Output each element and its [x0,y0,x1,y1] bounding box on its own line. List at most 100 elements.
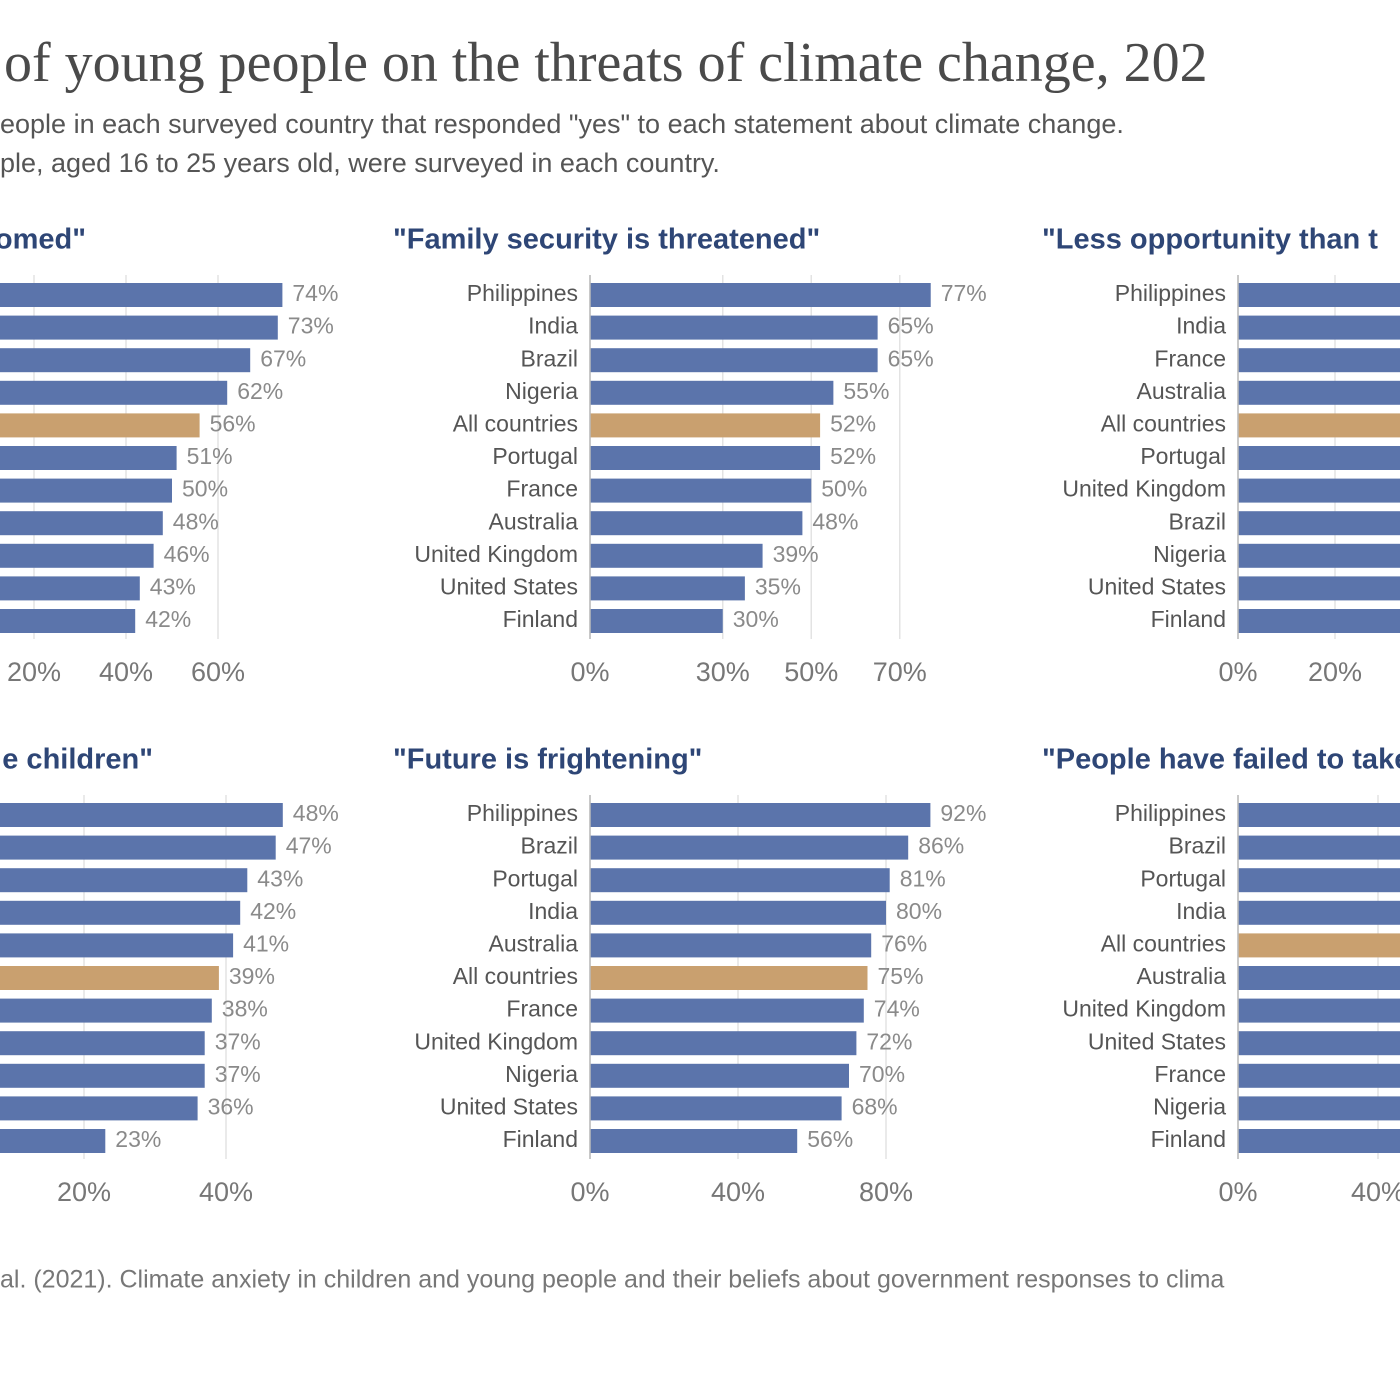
bar [590,283,931,307]
category-label: Portugal [492,865,578,891]
value-label: 50% [182,476,228,502]
bar [590,315,878,340]
panel-title: e children" [2,744,153,776]
value-label: 41% [243,930,289,956]
bar [1238,609,1400,633]
category-label: Australia [1137,378,1227,404]
value-label: 70% [859,1061,905,1087]
value-label: 62% [237,378,283,404]
value-label: 75% [878,963,924,989]
bar [0,998,212,1023]
value-label: 81% [900,865,946,891]
bar [590,998,864,1023]
bar [0,315,278,340]
value-label: 30% [733,606,779,632]
x-tick-label: 20% [1308,657,1362,687]
bar [0,446,177,470]
category-label: France [506,996,578,1022]
category-label: All countries [1101,930,1226,956]
bar [0,1096,198,1121]
x-tick-label: 40% [99,657,153,687]
bar [590,446,821,470]
category-label: Nigeria [505,1061,578,1087]
bar [0,348,251,373]
x-tick-label: 40% [1351,1177,1400,1207]
bar [1238,1129,1400,1153]
value-label: 80% [896,898,942,924]
category-label: France [1154,1061,1226,1087]
x-tick-label: 40% [199,1177,253,1207]
bar [1238,413,1400,438]
bar [590,1129,798,1153]
bar [590,543,763,568]
bar [590,1063,849,1088]
value-label: 86% [918,833,964,859]
x-tick-label: 80% [859,1177,913,1207]
category-label: Finland [1151,1126,1226,1152]
category-label: All countries [1101,410,1226,436]
category-label: Brazil [1168,833,1226,859]
bar [1238,283,1400,307]
bar [0,609,136,633]
category-label: Australia [489,508,579,534]
value-label: 92% [940,800,986,826]
panel-title: "Future is frightening" [393,744,702,776]
bar [1238,998,1400,1023]
category-label: Australia [1137,963,1227,989]
bar [1238,511,1400,536]
bar [0,1031,205,1056]
category-label: Brazil [1168,508,1226,534]
bar [1238,543,1400,568]
value-label: 42% [250,898,296,924]
category-label: India [528,313,578,339]
x-tick-label: 20% [7,657,61,687]
subtitle: eople in each surveyed country that resp… [0,109,1124,139]
bar [590,835,909,860]
value-label: 56% [210,410,256,436]
value-label: 39% [229,963,275,989]
category-label: United States [1088,1028,1226,1054]
x-tick-label: 60% [191,657,245,687]
bar [0,511,163,536]
category-label: Nigeria [505,378,578,404]
bar [1238,348,1400,373]
bar [1238,380,1400,405]
bar [0,1129,106,1153]
panel-title: "Less opportunity than t [1042,224,1378,256]
bar [1238,1063,1400,1088]
value-label: 46% [164,541,210,567]
bar [590,478,812,503]
x-tick-label: 0% [1218,657,1257,687]
page-title: of young people on the threats of climat… [4,32,1208,94]
bar [1238,835,1400,860]
value-label: 42% [145,606,191,632]
bar [590,966,868,990]
panel-title: "Family security is threatened" [393,224,820,256]
bar [590,1096,842,1121]
x-tick-label: 50% [784,657,838,687]
category-label: Philippines [1115,280,1226,306]
category-label: United Kingdom [1062,476,1226,502]
category-label: India [528,898,578,924]
category-label: Nigeria [1153,541,1226,567]
value-label: 43% [150,573,196,599]
bar [0,543,154,568]
value-label: 67% [260,345,306,371]
category-label: Portugal [492,443,578,469]
value-label: 77% [941,280,987,306]
category-label: Finland [503,1126,578,1152]
x-tick-label: 0% [570,1177,609,1207]
category-label: France [506,476,578,502]
bar [590,868,890,893]
value-label: 74% [292,280,338,306]
category-label: Philippines [467,800,578,826]
value-label: 23% [115,1126,161,1152]
bar [0,478,172,503]
bar [590,380,834,405]
category-label: United States [440,573,578,599]
bar [0,868,248,893]
category-label: All countries [453,963,578,989]
bar [0,835,276,860]
